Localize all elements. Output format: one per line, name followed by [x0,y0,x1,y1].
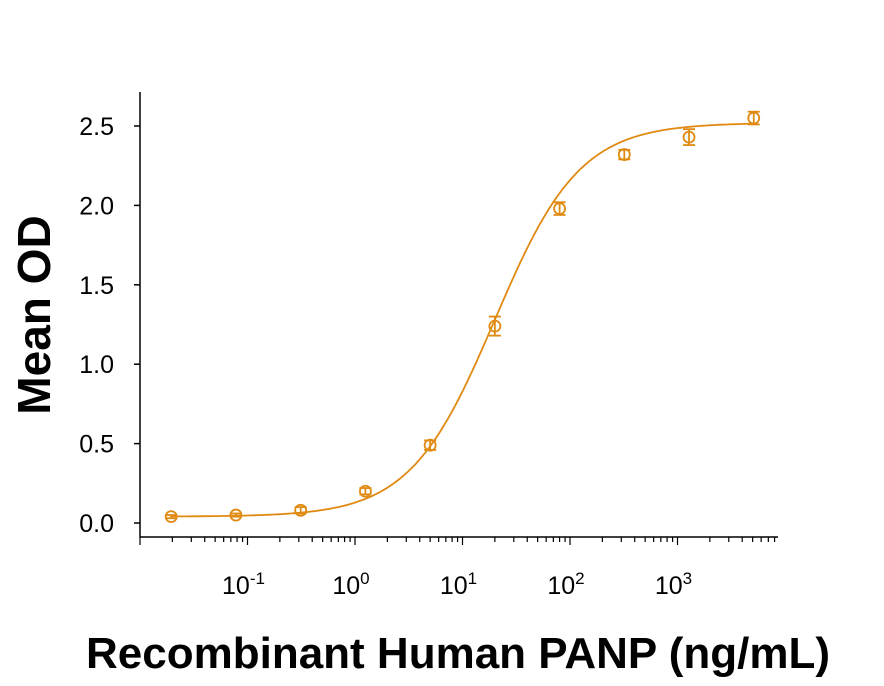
data-point [617,148,631,161]
y-tick-label: 2.0 [79,192,114,220]
y-tick-label: 0.0 [79,510,114,538]
x-tick-label: 10-1 [222,569,265,600]
point-marker [747,111,761,125]
data-point [359,484,372,498]
x-tick-label: 102 [547,569,584,600]
data-point [229,508,243,522]
point-marker [423,438,437,452]
y-tick-label: 1.5 [79,272,114,300]
axes: 0.0 0.5 1.0 1.5 2.0 2.5 10-1 100 101 102 103 [79,92,778,600]
y-tick-label: 1.0 [79,351,114,379]
point-marker [294,503,308,517]
y-tick-label: 2.5 [79,113,114,141]
x-tick-label: 101 [440,569,477,600]
x-tick-label: 103 [655,569,692,600]
point-marker [488,319,502,333]
data-point [747,110,761,126]
y-tick-label: 0.5 [79,431,114,459]
chart-marks [164,110,761,524]
data-point [682,128,696,146]
fit-curve [171,122,754,518]
point-marker [359,484,372,498]
y-axis-label: Mean OD [8,215,60,414]
data-point [164,510,178,524]
point-marker [617,148,631,161]
point-marker [164,510,178,524]
point-marker [682,130,696,144]
data-point [488,315,502,337]
data-point [294,503,308,517]
x-axis-label: Recombinant Human PANP (ng/mL) [86,629,830,678]
point-marker [553,202,566,215]
point-marker [229,508,243,522]
data-point [423,438,437,452]
data-point [553,201,566,216]
x-tick-label: 100 [332,569,369,600]
